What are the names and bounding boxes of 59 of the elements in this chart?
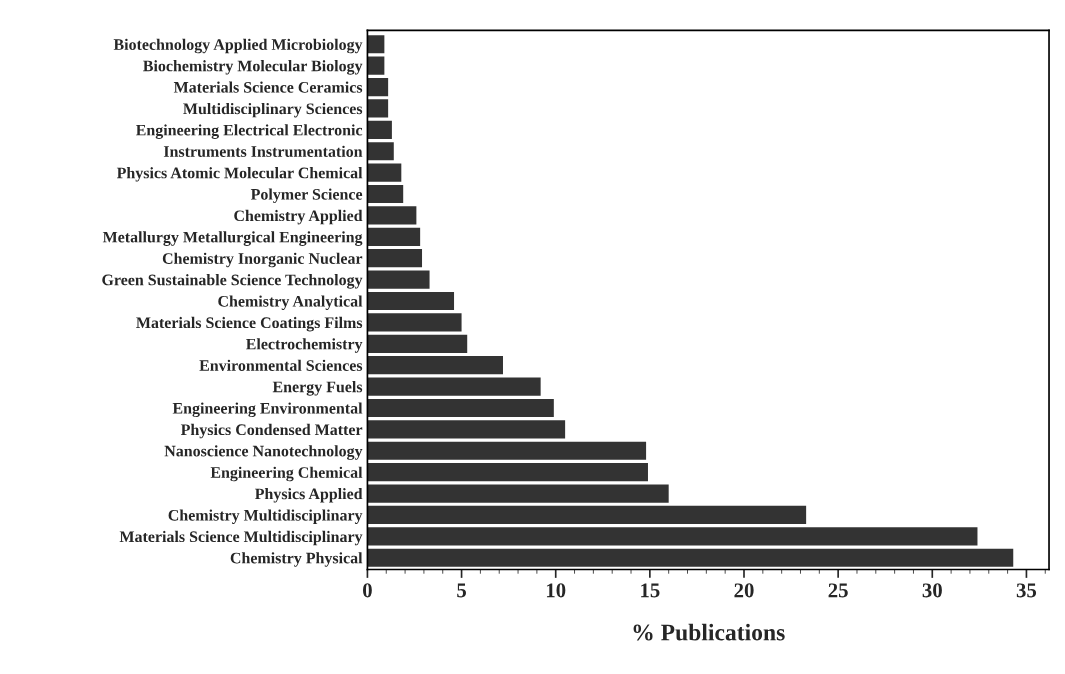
y-tick-label: Metallurgy Metallurgical Engineering [102,231,363,246]
bar [367,356,503,375]
y-tick-label: Biotechnology Applied Microbiology [113,38,363,54]
x-tick-label: 30 [922,583,942,598]
bar [367,99,389,118]
bar [367,441,647,460]
x-tick-label: 10 [546,583,566,598]
y-tick-label: Engineering Electrical Electronic [136,124,363,139]
y-tick-label: Chemistry Multidisciplinary [168,509,363,524]
y-tick-label: Environmental Sciences [199,359,363,371]
x-tick-label: 25 [828,583,848,598]
bar [367,398,554,418]
bar [367,249,423,268]
bar [367,206,417,225]
y-tick-label: Biochemistry Molecular Biology [143,60,363,75]
y-tick-label: Materials Science Ceramics [173,81,363,93]
bar [367,548,1014,567]
bar [367,334,468,353]
y-tick-label: Materials Science Coatings Films [136,316,363,332]
y-tick-label: Chemistry Physical [230,552,363,567]
y-tick-label: Multidisciplinary Sciences [183,102,363,118]
bar [367,35,385,54]
y-tick-label: Physics Atomic Molecular Chemical [116,167,363,182]
bar [367,377,541,396]
bar [367,120,392,139]
bar [367,313,462,332]
bar [367,420,566,439]
x-tick-label: 0 [363,583,372,598]
y-tick-label: Green Sustainable Science Technology [102,274,363,289]
bar [367,505,807,525]
y-tick-label: Engineering Environmental [172,402,363,418]
y-tick-label: Materials Science Multidisciplinary [119,530,363,546]
y-tick-label: Instruments Instrumentation [163,145,363,157]
bar [367,484,669,503]
y-tick-label: Chemistry Applied [234,209,363,225]
y-tick-label: Polymer Science [250,188,363,203]
bar [367,527,978,546]
y-tick-label: Chemistry Analytical [218,295,363,310]
bar [367,142,394,161]
x-tick-label: 15 [641,583,660,598]
bar [367,463,648,482]
bar [367,163,402,182]
bar [367,291,455,311]
bar [367,56,385,75]
bar [367,77,389,97]
x-tick-label: 5 [457,583,467,598]
y-tick-label: Engineering Chemical [210,466,363,482]
y-tick-label: Energy Fuels [272,381,363,396]
bar [367,184,404,204]
y-tick-label: Physics Condensed Matter [180,423,363,439]
y-tick-label: Physics Applied [254,488,363,503]
bar [367,270,430,289]
x-tick-label: 20 [734,583,754,598]
x-tick-label: 35 [1016,583,1037,598]
y-tick-label: Electrochemistry [246,338,363,353]
bar [367,227,421,246]
y-tick-label: Chemistry Inorganic Nuclear [162,252,363,268]
x-axis-title: % Publications [633,623,785,641]
y-tick-label: Nanoscience Nanotechnology [164,445,363,460]
